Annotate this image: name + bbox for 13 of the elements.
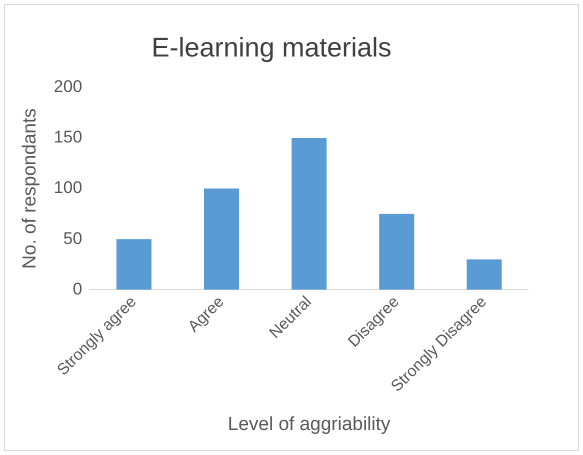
y-tick-label: 50 bbox=[63, 228, 82, 248]
x-axis-title: Level of aggriability bbox=[228, 414, 391, 435]
bar bbox=[379, 214, 414, 290]
bar bbox=[116, 239, 152, 290]
chart-title: E-learning materials bbox=[151, 32, 392, 63]
y-axis-title: No. of respondants bbox=[20, 108, 41, 269]
bar bbox=[292, 138, 327, 290]
y-tick-label: 200 bbox=[54, 77, 82, 96]
y-tick-label: 0 bbox=[72, 279, 82, 298]
y-tick-label: 150 bbox=[54, 128, 82, 147]
bar bbox=[204, 188, 240, 290]
y-tick-label: 100 bbox=[54, 178, 82, 198]
bar bbox=[466, 259, 502, 290]
